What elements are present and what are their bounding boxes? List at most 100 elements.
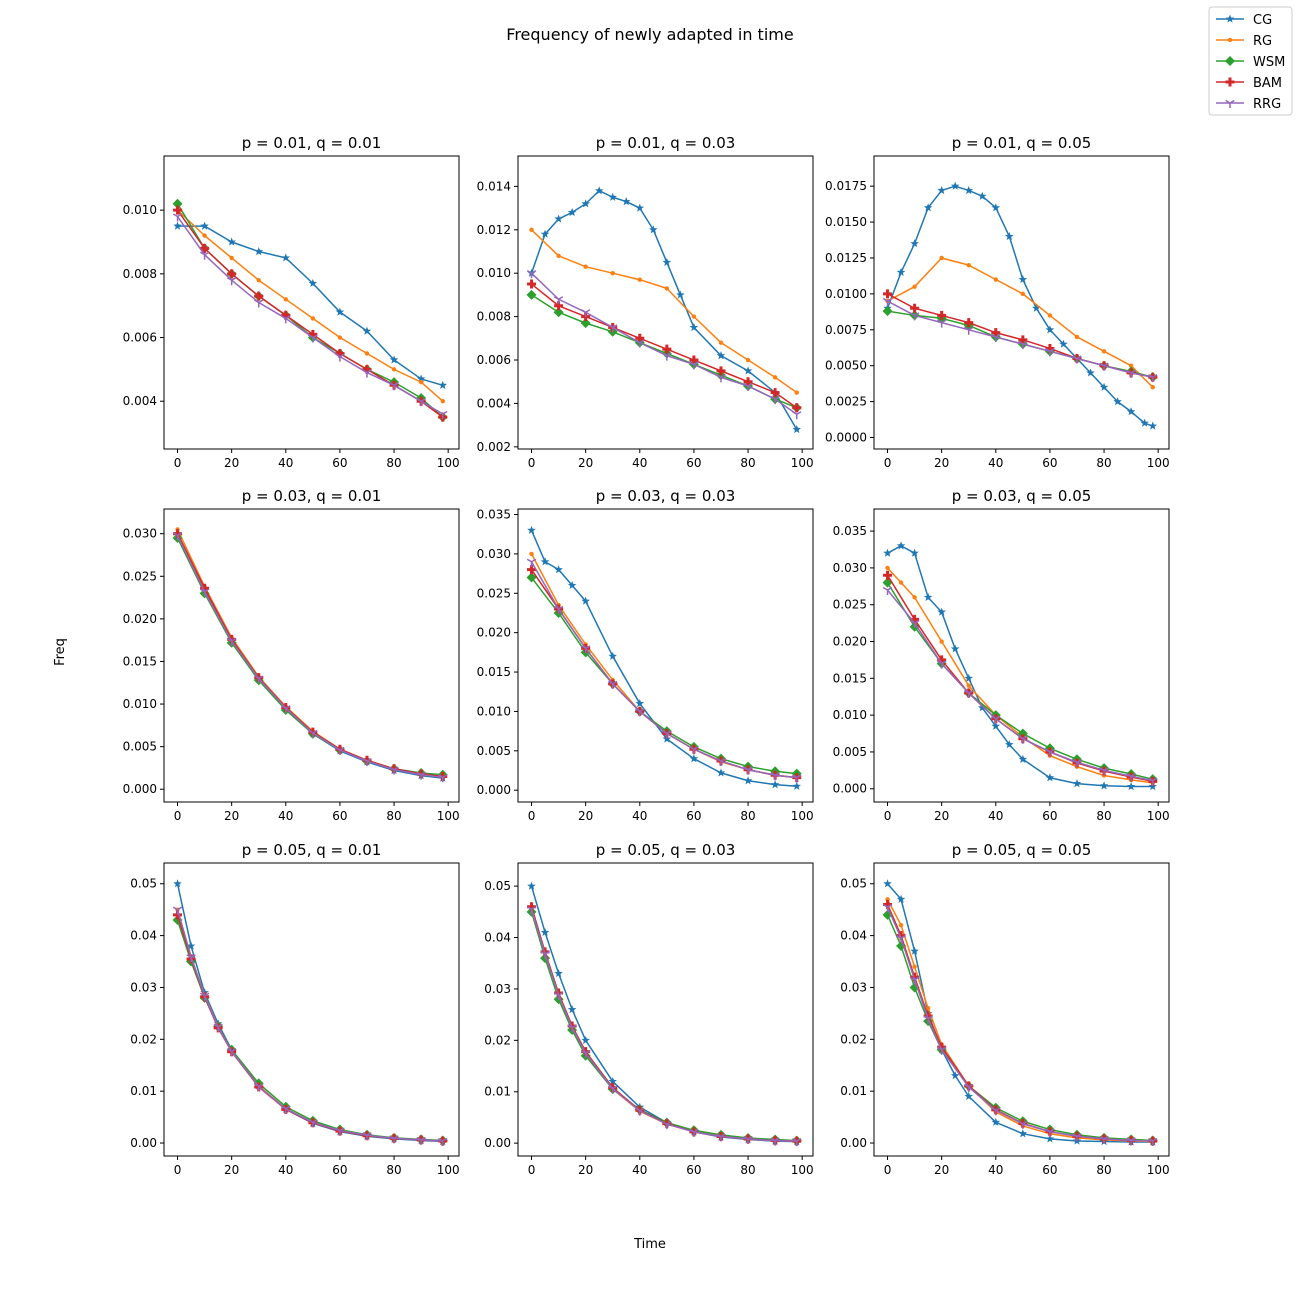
x-tick-label: 80: [386, 809, 401, 823]
y-tick-label: 0.006: [477, 353, 511, 367]
data-point-cg: [689, 322, 699, 332]
y-tick-label: 0.00: [130, 1136, 157, 1150]
x-tick-label: 20: [934, 1163, 949, 1177]
data-point-cg: [594, 186, 604, 195]
data-point-cg: [581, 1035, 590, 1044]
data-point-cg: [792, 424, 802, 434]
data-point-rrg: [689, 361, 699, 370]
y-tick-label: 0.0025: [825, 395, 867, 409]
data-point-rrg: [882, 297, 893, 307]
y-tick-label: 0.04: [130, 929, 157, 943]
axes-frame: [517, 862, 814, 1157]
data-point-rrg: [936, 1046, 947, 1055]
data-point-rrg: [526, 906, 537, 915]
x-tick-label: 60: [332, 1163, 347, 1177]
data-point-cg: [1059, 339, 1068, 348]
data-point-cg: [991, 1117, 1001, 1126]
plot-area: [882, 879, 1158, 1146]
data-point-rg: [283, 297, 288, 302]
data-point-cg: [1005, 231, 1014, 241]
y-tick-label: 0.0075: [825, 323, 867, 337]
series-cg: [527, 525, 802, 790]
data-point-rrg: [792, 411, 802, 420]
data-point-wsm: [526, 289, 537, 300]
data-point-cg: [540, 927, 550, 937]
data-point-bam: [554, 301, 564, 311]
axes-frame: [163, 862, 460, 1157]
x-tick-label: 40: [632, 456, 647, 470]
data-point-rg: [583, 264, 588, 269]
data-point-rrg: [964, 689, 974, 699]
data-point-bam: [200, 583, 210, 593]
data-point-rrg: [226, 637, 237, 647]
data-point-rg: [364, 351, 370, 356]
data-point-rrg: [389, 766, 399, 775]
x-tick-label: 40: [988, 1163, 1003, 1177]
data-point-cg: [527, 881, 536, 890]
subplot-6: p = 0.03, q = 0.05 0 20 40 60 80 100 0.000 0.005…: [833, 487, 1170, 823]
data-point-rg: [256, 278, 261, 283]
data-point-rrg: [1099, 1135, 1109, 1144]
data-point-rrg: [335, 746, 345, 756]
series-line-cg: [887, 545, 1153, 788]
data-point-bam: [1045, 343, 1055, 353]
legend-box: [1208, 6, 1293, 116]
data-point-rrg: [882, 586, 893, 595]
x-tick-label: 60: [332, 456, 347, 470]
y-tick-label: 0.030: [477, 547, 511, 561]
series-rrg: [526, 906, 802, 1147]
series-line-rg: [886, 567, 1153, 784]
legend-entry-rrg: RRG: [1216, 97, 1281, 112]
data-point-rrg: [716, 374, 726, 383]
y-tick-label: 0.025: [123, 569, 157, 583]
x-tick-label: 80: [740, 1163, 755, 1177]
data-point-cg: [1018, 754, 1028, 763]
data-point-rrg: [226, 277, 237, 286]
data-point-rrg: [281, 705, 291, 714]
x-tick-label: 100: [437, 809, 460, 823]
x-tick-label: 80: [386, 1163, 401, 1177]
data-point-rg: [337, 335, 343, 340]
data-point-cg: [1032, 303, 1041, 312]
y-tick-label: 0.035: [477, 508, 511, 522]
data-point-bam: [792, 403, 802, 413]
data-point-rrg: [335, 353, 345, 362]
data-point-cg: [173, 879, 182, 888]
data-point-rg: [912, 595, 917, 600]
data-point-cg: [977, 191, 987, 200]
data-point-cg: [200, 221, 209, 230]
data-point-rrg: [172, 906, 183, 915]
x-tick-label: 20: [578, 809, 593, 823]
y-tick-label: 0.020: [833, 635, 867, 649]
data-point-rrg: [281, 1105, 291, 1114]
data-point-rrg: [689, 1128, 699, 1137]
data-point-bam: [743, 377, 753, 387]
y-tick-label: 0.000: [123, 782, 157, 796]
data-point-cg: [883, 879, 892, 888]
y-tick-label: 0.002: [477, 440, 511, 454]
data-point-cg: [554, 565, 563, 574]
data-point-bam: [910, 614, 920, 624]
subplot-title: p = 0.01, q = 0.01: [242, 134, 382, 152]
plot-area: [882, 181, 1158, 430]
data-point-rrg: [172, 532, 183, 541]
data-point-cg: [608, 651, 617, 660]
data-point-cg: [1113, 397, 1122, 406]
data-point-bam: [335, 348, 345, 358]
data-point-rg: [418, 379, 424, 385]
data-point-bam: [173, 205, 183, 215]
data-point-rrg: [991, 333, 1001, 342]
data-point-rrg: [770, 1137, 780, 1146]
series-rrg: [882, 903, 1158, 1146]
data-point-rg: [440, 399, 445, 404]
x-tick-label: 0: [884, 809, 892, 823]
data-point-bam: [883, 570, 893, 580]
y-tick-label: 0.05: [130, 877, 157, 891]
data-point-rg: [993, 277, 998, 282]
data-point-wsm: [526, 572, 537, 583]
plot-area: [526, 525, 802, 790]
y-tick-label: 0.020: [123, 612, 157, 626]
axes-frame: [873, 862, 1170, 1157]
data-point-cg: [977, 703, 987, 712]
plot-area: [172, 527, 448, 783]
